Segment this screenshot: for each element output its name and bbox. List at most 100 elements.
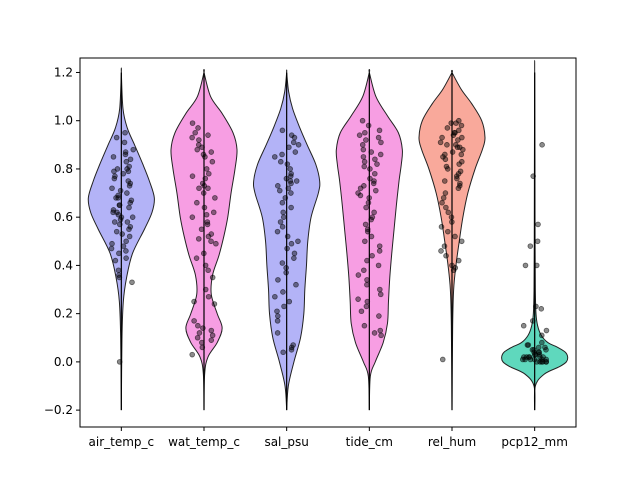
point-sal_psu: [293, 281, 299, 288]
point-air_temp_c: [124, 190, 130, 196]
point-wat_temp_c: [201, 204, 208, 211]
point-air_temp_c: [126, 183, 133, 189]
point-air_temp_c: [120, 170, 127, 177]
point-sal_psu: [286, 144, 292, 151]
point-rel_hum: [454, 144, 461, 151]
point-sal_psu: [284, 233, 291, 240]
point-wat_temp_c: [189, 120, 196, 126]
point-wat_temp_c: [208, 238, 214, 245]
point-rel_hum: [460, 146, 466, 153]
point-pcp12_mm: [543, 359, 550, 365]
point-rel_hum: [439, 356, 446, 363]
point-wat_temp_c: [205, 233, 212, 240]
point-pcp12_mm: [538, 332, 545, 339]
point-rel_hum: [458, 151, 465, 158]
point-sal_psu: [283, 265, 289, 271]
point-tide_cm: [365, 199, 372, 206]
point-tide_cm: [358, 308, 365, 315]
point-pcp12_mm: [539, 142, 545, 148]
point-wat_temp_c: [205, 132, 211, 138]
point-air_temp_c: [130, 146, 137, 153]
point-tide_cm: [377, 286, 383, 293]
point-tide_cm: [359, 117, 366, 124]
point-wat_temp_c: [189, 351, 196, 358]
point-air_temp_c: [125, 168, 132, 175]
point-wat_temp_c: [202, 154, 208, 160]
point-air_temp_c: [115, 195, 121, 201]
point-air_temp_c: [123, 238, 129, 245]
point-air_temp_c: [108, 245, 115, 252]
point-pcp12_mm: [527, 356, 534, 363]
points-layer: [108, 117, 550, 365]
point-wat_temp_c: [212, 195, 218, 201]
point-air_temp_c: [112, 257, 119, 264]
x-tick-label: wat_temp_c: [168, 435, 240, 449]
point-air_temp_c: [123, 248, 129, 254]
point-air_temp_c: [113, 134, 120, 141]
point-tide_cm: [364, 257, 370, 264]
point-tide_cm: [371, 170, 378, 177]
point-rel_hum: [450, 267, 457, 274]
point-rel_hum: [445, 228, 451, 235]
point-rel_hum: [443, 204, 449, 211]
point-rel_hum: [438, 248, 444, 254]
point-air_temp_c: [126, 233, 133, 240]
point-wat_temp_c: [194, 199, 200, 206]
point-tide_cm: [378, 139, 384, 146]
point-tide_cm: [362, 221, 369, 228]
point-tide_cm: [363, 303, 370, 310]
point-tide_cm: [360, 154, 367, 160]
point-rel_hum: [455, 137, 461, 143]
point-wat_temp_c: [189, 214, 196, 220]
point-wat_temp_c: [208, 337, 215, 343]
point-tide_cm: [364, 277, 370, 283]
point-tide_cm: [377, 327, 384, 334]
point-wat_temp_c: [196, 185, 202, 192]
point-sal_psu: [290, 139, 297, 146]
point-tide_cm: [369, 252, 375, 259]
point-rel_hum: [437, 139, 444, 146]
point-wat_temp_c: [193, 255, 200, 261]
point-pcp12_mm: [535, 344, 542, 351]
point-sal_psu: [275, 277, 281, 283]
point-sal_psu: [295, 142, 302, 148]
point-tide_cm: [372, 156, 378, 163]
point-rel_hum: [459, 134, 465, 141]
point-sal_psu: [277, 219, 284, 225]
point-wat_temp_c: [199, 339, 205, 346]
point-tide_cm: [361, 267, 367, 274]
point-sal_psu: [281, 303, 287, 310]
point-tide_cm: [376, 313, 382, 319]
point-air_temp_c: [115, 267, 122, 274]
point-tide_cm: [376, 127, 383, 134]
point-sal_psu: [282, 195, 289, 201]
point-sal_psu: [295, 238, 301, 245]
point-pcp12_mm: [522, 262, 529, 269]
point-sal_psu: [279, 199, 286, 206]
point-sal_psu: [276, 187, 283, 194]
point-wat_temp_c: [205, 170, 212, 177]
point-air_temp_c: [111, 175, 118, 182]
point-wat_temp_c: [189, 134, 195, 141]
point-tide_cm: [371, 209, 377, 216]
point-tide_cm: [370, 180, 377, 187]
point-sal_psu: [283, 175, 290, 182]
y-tick-label: 0.8: [54, 162, 73, 176]
point-sal_psu: [274, 330, 281, 336]
point-tide_cm: [367, 166, 373, 172]
y-tick-label: 0.4: [54, 258, 73, 272]
point-sal_psu: [271, 154, 278, 160]
point-sal_psu: [279, 127, 286, 134]
point-sal_psu: [285, 185, 292, 192]
point-wat_temp_c: [208, 327, 215, 334]
y-tick-label: 1.2: [54, 65, 73, 79]
point-pcp12_mm: [530, 318, 536, 324]
point-tide_cm: [365, 122, 372, 129]
point-air_temp_c: [110, 154, 117, 160]
point-pcp12_mm: [522, 356, 528, 363]
point-pcp12_mm: [531, 351, 538, 358]
point-sal_psu: [287, 173, 294, 179]
point-tide_cm: [361, 322, 368, 329]
point-tide_cm: [372, 187, 379, 194]
point-air_temp_c: [121, 139, 128, 146]
